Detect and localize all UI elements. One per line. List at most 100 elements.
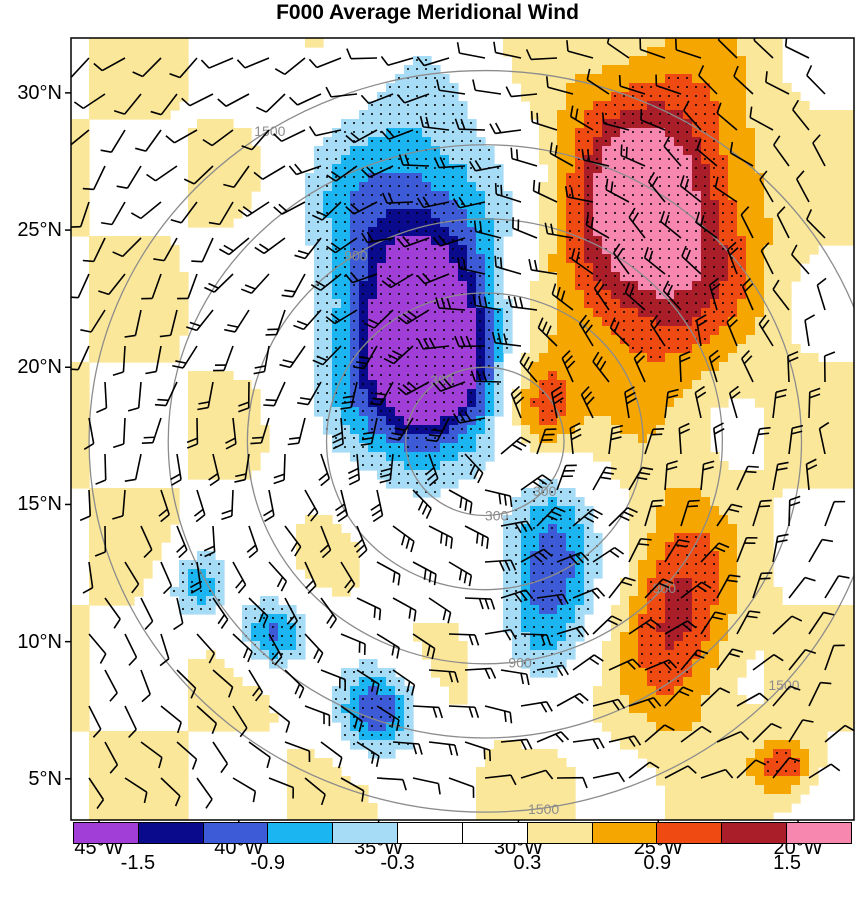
shade-cell: [395, 479, 405, 489]
shade-cell: [368, 299, 378, 309]
shade-cell: [197, 407, 207, 417]
shade-cell: [791, 713, 801, 723]
shade-cell: [431, 191, 441, 201]
stipple-dot: [371, 122, 373, 124]
stipple-dot: [659, 113, 661, 115]
shade-cell: [593, 236, 603, 246]
shade-cell: [143, 101, 153, 111]
shade-cell: [341, 146, 351, 156]
shade-cell: [143, 560, 153, 570]
shade-cell: [359, 281, 369, 291]
shade-cell: [431, 434, 441, 444]
shade-cell: [440, 209, 450, 219]
shade-cell: [638, 587, 648, 597]
shade-cell: [683, 677, 693, 687]
shade-cell: [674, 326, 684, 336]
shade-cell: [728, 353, 738, 363]
shade-cell: [782, 110, 792, 120]
shade-cell: [746, 344, 756, 354]
shade-cell: [701, 596, 711, 606]
shade-cell: [386, 731, 396, 741]
shade-cell: [485, 290, 495, 300]
shade-cell: [665, 443, 675, 453]
shade-cell: [440, 227, 450, 237]
shade-cell: [98, 47, 108, 57]
shade-cell: [548, 596, 558, 606]
shade-cell: [827, 389, 837, 399]
shade-cell: [440, 290, 450, 300]
shade-cell: [341, 263, 351, 273]
shade-cell: [818, 443, 828, 453]
shade-cell: [341, 200, 351, 210]
shade-cell: [278, 641, 288, 651]
stipple-dot: [407, 185, 409, 187]
shade-cell: [584, 173, 594, 183]
stipple-dot: [398, 158, 400, 160]
stipple-dot: [371, 113, 373, 115]
shade-cell: [98, 344, 108, 354]
shade-cell: [296, 794, 306, 804]
shade-cell: [512, 38, 522, 48]
stipple-dot: [425, 185, 427, 187]
shade-cell: [656, 758, 666, 768]
shade-cell: [359, 785, 369, 795]
shade-cell: [737, 326, 747, 336]
shade-cell: [395, 389, 405, 399]
shade-cell: [89, 317, 99, 327]
stipple-dot: [452, 104, 454, 106]
shade-cell: [611, 317, 621, 327]
stipple-dot: [443, 104, 445, 106]
shade-cell: [431, 407, 441, 417]
shade-cell: [404, 245, 414, 255]
shade-cell: [449, 218, 459, 228]
shade-cell: [665, 506, 675, 516]
shade-cell: [197, 686, 207, 696]
shade-cell: [674, 344, 684, 354]
shade-cell: [836, 695, 846, 705]
shade-cell: [440, 173, 450, 183]
shade-cell: [602, 659, 612, 669]
shade-cell: [260, 623, 270, 633]
shade-cell: [701, 173, 711, 183]
shade-cell: [476, 416, 486, 426]
shade-cell: [404, 452, 414, 462]
shade-cell: [467, 182, 477, 192]
shade-cell: [80, 470, 90, 480]
shade-cell: [818, 686, 828, 696]
stipple-dot: [425, 158, 427, 160]
shade-cell: [359, 668, 369, 678]
shade-cell: [458, 308, 468, 318]
shade-cell: [530, 389, 540, 399]
shade-cell: [251, 416, 261, 426]
shade-cell: [125, 335, 135, 345]
shade-cell: [377, 344, 387, 354]
stipple-dot: [641, 167, 643, 169]
stipple-dot: [461, 167, 463, 169]
shade-cell: [746, 191, 756, 201]
shade-cell: [332, 245, 342, 255]
shade-cell: [683, 164, 693, 174]
shade-cell: [719, 236, 729, 246]
shade-cell: [521, 641, 531, 651]
shade-cell: [404, 380, 414, 390]
shade-cell: [575, 308, 585, 318]
stipple-dot: [452, 194, 454, 196]
shade-cell: [845, 128, 854, 138]
shade-cell: [548, 533, 558, 543]
shade-cell: [323, 785, 333, 795]
shade-cell: [782, 416, 792, 426]
shade-cell: [314, 227, 324, 237]
shade-cell: [557, 497, 567, 507]
shade-cell: [422, 632, 432, 642]
shade-cell: [701, 164, 711, 174]
shade-cell: [71, 713, 81, 723]
shade-cell: [764, 731, 774, 741]
shade-cell: [179, 272, 189, 282]
shade-cell: [827, 452, 837, 462]
shade-cell: [575, 209, 585, 219]
shade-cell: [341, 389, 351, 399]
shade-cell: [701, 497, 711, 507]
shade-cell: [386, 83, 396, 93]
shade-cell: [530, 65, 540, 75]
shade-cell: [440, 461, 450, 471]
